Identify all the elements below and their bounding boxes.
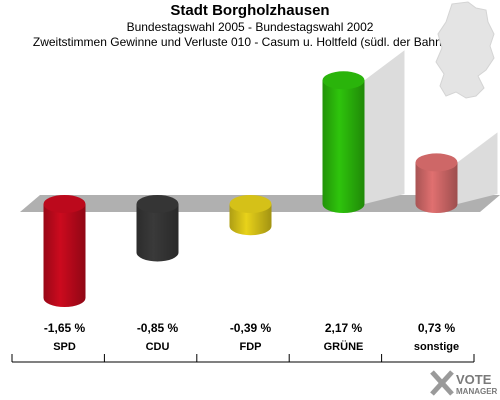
chart-subtitle: Bundestagswahl 2005 - Bundestagswahl 200… bbox=[126, 20, 374, 34]
bar-cap-1 bbox=[136, 195, 179, 213]
category-label-4: sonstige bbox=[414, 341, 459, 353]
bar-cap-2 bbox=[229, 195, 272, 213]
chart-subtitle-2: Zweitstimmen Gewinne und Verluste 010 - … bbox=[32, 35, 468, 49]
bars-group bbox=[43, 50, 498, 308]
bar-cap-3 bbox=[322, 71, 365, 90]
category-label-3: GRÜNE bbox=[324, 340, 364, 353]
vote-manager-logo: VOTE MANAGER bbox=[430, 370, 498, 396]
bar-spd bbox=[43, 195, 86, 308]
bar-body-4 bbox=[415, 162, 458, 213]
bar-cap-0 bbox=[43, 195, 86, 213]
logo-line2: MANAGER bbox=[456, 387, 498, 396]
bar-body-0 bbox=[43, 204, 86, 308]
value-label-3: 2,17 % bbox=[325, 321, 363, 335]
germany-map-icon bbox=[435, 1, 495, 99]
bar-shadow-3 bbox=[364, 50, 405, 205]
bar-cdu bbox=[136, 195, 179, 262]
bar-body-2 bbox=[229, 204, 272, 236]
chart-header: Stadt Borgholzhausen Bundestagswahl 2005… bbox=[0, 2, 500, 50]
bar-fdp bbox=[229, 195, 272, 236]
bar-body-3 bbox=[322, 80, 365, 213]
checkmark-x-icon bbox=[430, 370, 454, 396]
value-label-0: -1,65 % bbox=[44, 321, 86, 335]
labels-group: -1,65 % SPD -0,85 % CDU -0,39 % FDP 2,17 % GRÜN… bbox=[44, 321, 459, 353]
category-label-1: CDU bbox=[146, 341, 170, 353]
logo-line1: VOTE bbox=[456, 372, 492, 387]
bar-sonstige bbox=[415, 153, 458, 213]
bar-grüne bbox=[322, 71, 365, 213]
category-label-0: SPD bbox=[53, 341, 76, 353]
bar-cap-4 bbox=[415, 153, 458, 172]
bar-body-1 bbox=[136, 204, 179, 262]
value-label-2: -0,39 % bbox=[230, 321, 272, 335]
category-label-2: FDP bbox=[240, 341, 262, 353]
chart-title: Stadt Borgholzhausen bbox=[170, 2, 330, 19]
category-axis-bracket bbox=[11, 354, 475, 363]
bar-shadow-4 bbox=[457, 132, 498, 204]
value-label-1: -0,85 % bbox=[137, 321, 179, 335]
value-label-4: 0,73 % bbox=[418, 321, 456, 335]
